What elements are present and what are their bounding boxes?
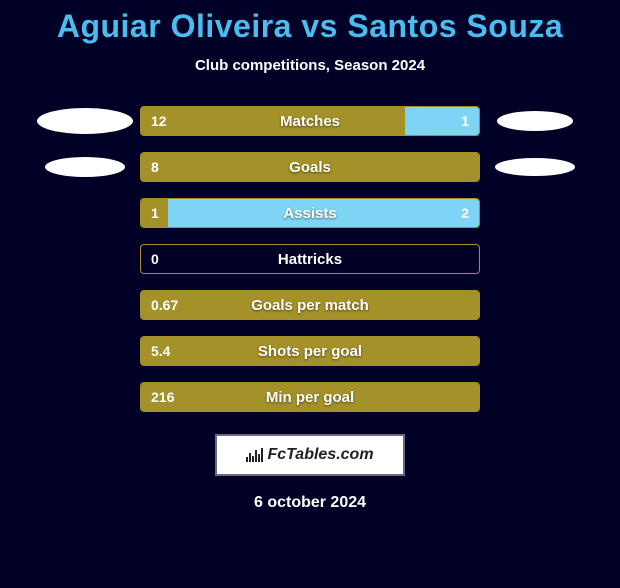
chart-icon	[246, 448, 263, 462]
subtitle: Club competitions, Season 2024	[0, 57, 620, 74]
stat-bar: 121Matches	[140, 106, 480, 136]
stat-row: 0Hattricks	[0, 244, 620, 274]
left-logo-slot	[30, 157, 140, 177]
stat-label: Matches	[141, 107, 479, 135]
stat-label: Goals per match	[141, 291, 479, 319]
stat-bar: 0.67Goals per match	[140, 290, 480, 320]
stat-label: Min per goal	[141, 383, 479, 411]
stat-bar: 0Hattricks	[140, 244, 480, 274]
stat-label: Hattricks	[141, 245, 479, 273]
team-logo-left	[45, 157, 125, 177]
stat-row: 12Assists	[0, 198, 620, 228]
stat-row: 0.67Goals per match	[0, 290, 620, 320]
page-title: Aguiar Oliveira vs Santos Souza	[0, 8, 620, 45]
watermark-box: FcTables.com	[215, 434, 405, 476]
stat-bar: 5.4Shots per goal	[140, 336, 480, 366]
team-logo-right	[497, 111, 573, 131]
stat-label: Goals	[141, 153, 479, 181]
stat-bar: 8Goals	[140, 152, 480, 182]
stat-bar: 216Min per goal	[140, 382, 480, 412]
team-logo-left	[37, 108, 133, 134]
right-logo-slot	[480, 111, 590, 131]
stats-container: 121Matches 8Goals 12Assists 0Hattricks 0.67G…	[0, 106, 620, 412]
stat-label: Assists	[141, 199, 479, 227]
stat-row: 8Goals	[0, 152, 620, 182]
watermark: FcTables.com	[246, 446, 373, 464]
stat-row: 216Min per goal	[0, 382, 620, 412]
watermark-text: FcTables.com	[267, 446, 373, 464]
date-text: 6 october 2024	[0, 494, 620, 512]
right-logo-slot	[480, 158, 590, 176]
stat-row: 5.4Shots per goal	[0, 336, 620, 366]
stat-row: 121Matches	[0, 106, 620, 136]
stat-label: Shots per goal	[141, 337, 479, 365]
team-logo-right	[495, 158, 575, 176]
left-logo-slot	[30, 108, 140, 134]
stat-bar: 12Assists	[140, 198, 480, 228]
